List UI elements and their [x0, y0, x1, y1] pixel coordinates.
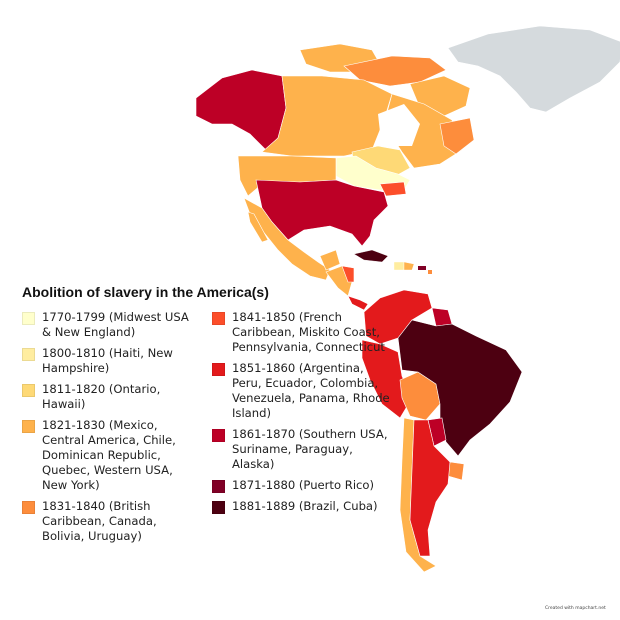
- greenland-region: [447, 25, 620, 113]
- baja-california: [247, 211, 269, 243]
- legend-label: 1811-1820 (Ontario, Hawaii): [42, 382, 161, 411]
- legend-swatch: [22, 420, 35, 433]
- miskito-coast: [341, 265, 355, 283]
- legend-item: 1811-1820 (Ontario, Hawaii): [22, 382, 200, 412]
- legend-item: 1831-1840 (British Caribbean, Canada, Bo…: [22, 499, 200, 544]
- hudson-bay: [378, 104, 420, 146]
- legend-item: 1871-1880 (Puerto Rico): [212, 478, 390, 493]
- haiti: [393, 261, 405, 271]
- legend-label: 1841-1850 (French Caribbean, Miskito Coa…: [232, 310, 385, 354]
- legend-label: 1800-1810 (Haiti, New Hampshire): [42, 346, 173, 375]
- guianas-region: [431, 307, 453, 327]
- legend-label: 1770-1799 (Midwest USA & New England): [42, 310, 189, 339]
- panama-region: [347, 295, 369, 311]
- legend-swatch: [22, 348, 35, 361]
- legend-item: 1800-1810 (Haiti, New Hampshire): [22, 346, 200, 376]
- legend-item: 1841-1850 (French Caribbean, Miskito Coa…: [212, 310, 390, 355]
- legend-swatch: [212, 429, 225, 442]
- colombia-venezuela-region: [363, 289, 433, 345]
- credit-text: Created with mapchart.net: [545, 606, 606, 611]
- legend-swatch: [22, 384, 35, 397]
- legend-swatch: [22, 312, 35, 325]
- legend-swatch: [212, 363, 225, 376]
- midwest-newengland-region: [335, 155, 411, 191]
- legend-item: 1770-1799 (Midwest USA & New England): [22, 310, 200, 340]
- legend: Abolition of slavery in the America(s) 1…: [22, 284, 402, 550]
- legend-item: 1861-1870 (Southern USA, Suriname, Parag…: [212, 427, 390, 472]
- legend-swatch: [212, 312, 225, 325]
- map-title: Abolition of slavery in the America(s): [22, 284, 269, 300]
- legend-column-right: 1841-1850 (French Caribbean, Miskito Coa…: [212, 310, 390, 550]
- peru-ecuador-region: [361, 339, 413, 419]
- maritimes-region: [439, 117, 475, 155]
- legend-column-left: 1770-1799 (Midwest USA & New England) 18…: [22, 310, 200, 550]
- alaska-region: [195, 69, 287, 151]
- uruguay-region: [447, 461, 465, 481]
- legend-label: 1851-1860 (Argentina, Peru, Ecuador, Col…: [232, 361, 390, 420]
- legend-label: 1821-1830 (Mexico, Central America, Chil…: [42, 418, 176, 492]
- legend-label: 1831-1840 (British Caribbean, Canada, Bo…: [42, 499, 157, 543]
- cuba: [353, 249, 389, 263]
- puerto-rico: [418, 266, 426, 270]
- legend-item: 1821-1830 (Mexico, Central America, Chil…: [22, 418, 200, 493]
- legend-label: 1881-1889 (Brazil, Cuba): [232, 499, 378, 513]
- legend-label: 1861-1870 (Southern USA, Suriname, Parag…: [232, 427, 388, 471]
- legend-swatch: [212, 501, 225, 514]
- legend-swatch: [212, 480, 225, 493]
- yucatan-region: [319, 249, 341, 271]
- argentina-region: [409, 419, 451, 557]
- legend-item: 1851-1860 (Argentina, Peru, Ecuador, Col…: [212, 361, 390, 421]
- british-caribbean: [428, 270, 432, 274]
- legend-label: 1871-1880 (Puerto Rico): [232, 478, 375, 492]
- dominican-republic: [403, 261, 415, 271]
- brazil-region: [397, 319, 523, 457]
- legend-item: 1881-1889 (Brazil, Cuba): [212, 499, 390, 514]
- legend-swatch: [22, 501, 35, 514]
